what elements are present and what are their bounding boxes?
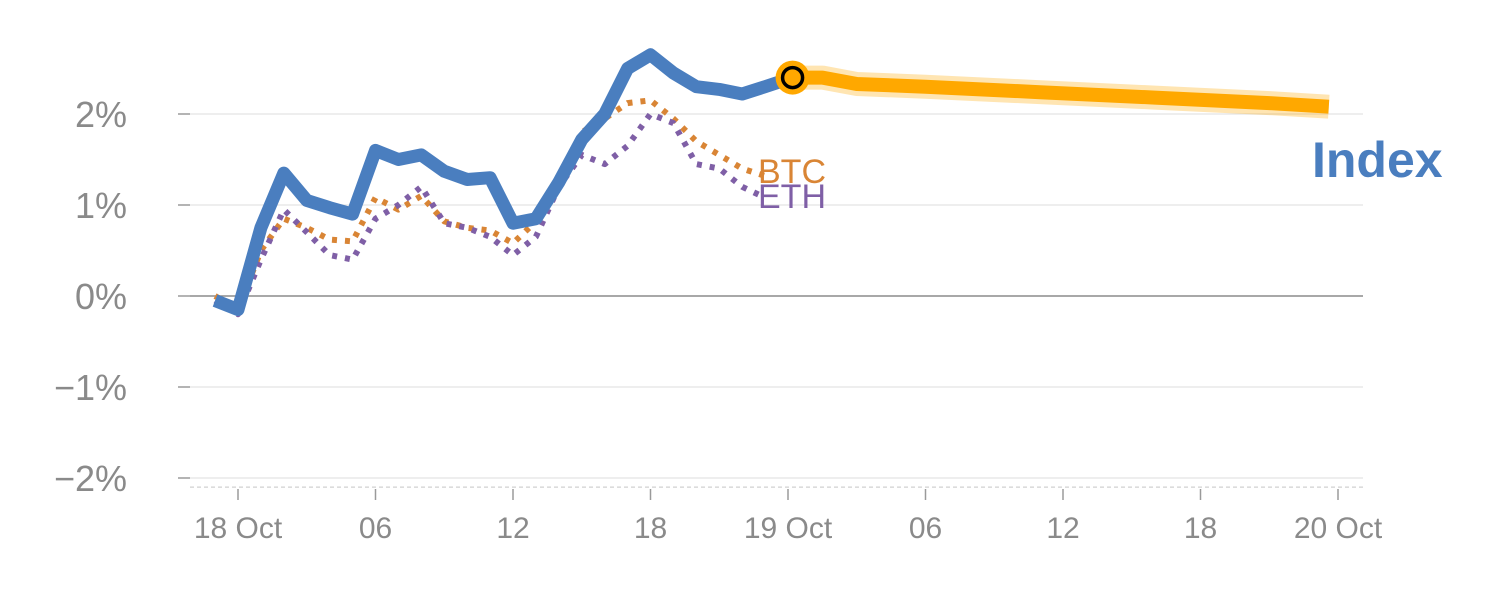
eth-line: [213, 111, 767, 318]
y-tick-label: 0%: [75, 276, 127, 317]
index-label: Index: [1312, 132, 1443, 188]
y-tick-label: −1%: [54, 367, 127, 408]
btc-label: BTC: [758, 153, 826, 191]
axis-layer: 2% 1% 0% −1% −2% 18 Oct 06 12 18 19 Oct 06 12 18 20 O…: [54, 94, 1383, 545]
x-tick-label: 06: [359, 512, 392, 545]
x-tick-label: 06: [909, 512, 942, 545]
eth-label: ETH: [758, 178, 826, 216]
x-tick-label: 18: [1184, 512, 1217, 545]
forecast-marker: [780, 65, 805, 90]
btc-line: [213, 97, 767, 313]
index-forecast-band-core: [792, 70, 1330, 114]
x-tick-label: 18: [634, 512, 667, 545]
x-tick-label: 12: [496, 512, 529, 545]
y-tick-label: 1%: [75, 185, 127, 226]
y-tick-label: 2%: [75, 94, 127, 135]
x-tick-label: 20 Oct: [1294, 512, 1383, 545]
x-tick-label: 18 Oct: [194, 512, 283, 545]
index-line: [212, 48, 795, 317]
x-tick-label: 12: [1046, 512, 1079, 545]
x-tick-label: 19 Oct: [744, 512, 833, 545]
y-tick-label: −2%: [54, 458, 127, 499]
series-layer: [212, 48, 1330, 318]
